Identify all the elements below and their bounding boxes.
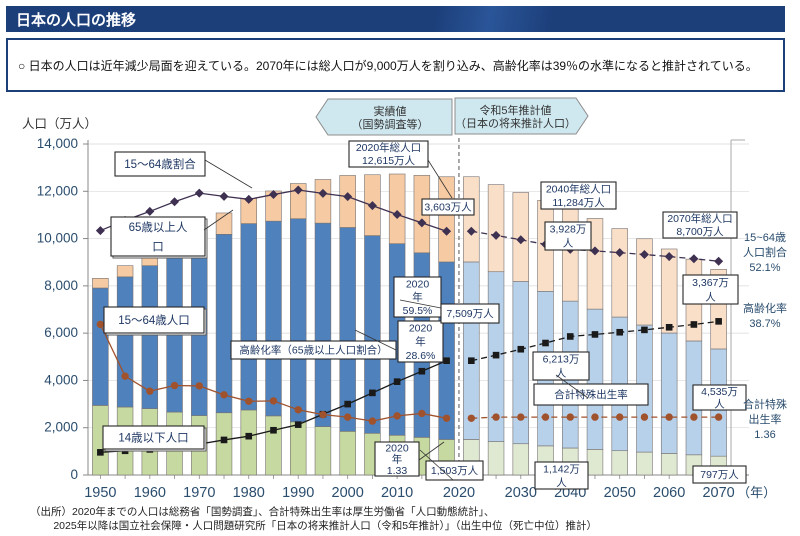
svg-text:2070: 2070 xyxy=(702,485,734,501)
svg-text:59.5%: 59.5% xyxy=(403,305,433,317)
svg-text:2070年総人口: 2070年総人口 xyxy=(667,212,732,225)
svg-text:6,213万: 6,213万 xyxy=(543,354,580,366)
svg-text:2020: 2020 xyxy=(443,485,475,501)
svg-text:（年）: （年） xyxy=(737,485,776,500)
svg-text:口: 口 xyxy=(152,241,164,253)
svg-text:人: 人 xyxy=(556,368,567,380)
svg-text:人: 人 xyxy=(705,291,716,303)
svg-text:38.7%: 38.7% xyxy=(749,318,780,330)
svg-text:高齢化率（65歳以上人口割合）: 高齢化率（65歳以上人口割合） xyxy=(239,344,387,357)
svg-text:出生率: 出生率 xyxy=(749,412,782,426)
svg-text:11,284万人: 11,284万人 xyxy=(552,197,605,209)
svg-text:2020年総人口: 2020年総人口 xyxy=(356,141,421,154)
svg-text:15~64歳: 15~64歳 xyxy=(744,231,786,244)
svg-text:2020: 2020 xyxy=(406,278,430,290)
svg-text:実績値: 実績値 xyxy=(374,104,407,118)
svg-text:12,615万人: 12,615万人 xyxy=(362,155,416,167)
svg-text:2060: 2060 xyxy=(653,485,685,501)
svg-text:1,142万: 1,142万 xyxy=(543,463,580,475)
svg-text:1.36: 1.36 xyxy=(754,429,775,441)
svg-text:合計特殊出生率: 合計特殊出生率 xyxy=(554,388,628,401)
svg-text:10,000: 10,000 xyxy=(37,231,78,246)
svg-text:2020: 2020 xyxy=(409,323,433,335)
svg-text:年: 年 xyxy=(392,453,403,466)
svg-text:高齢化率: 高齢化率 xyxy=(743,301,787,315)
svg-text:3,928万: 3,928万 xyxy=(550,224,587,236)
svg-text:人: 人 xyxy=(556,477,567,489)
svg-text:6,000: 6,000 xyxy=(44,325,78,340)
svg-text:2050: 2050 xyxy=(604,485,636,501)
svg-text:2020: 2020 xyxy=(385,442,409,454)
svg-text:65歳以上人: 65歳以上人 xyxy=(129,221,188,234)
svg-text:2,000: 2,000 xyxy=(44,420,78,435)
svg-text:3,603万人: 3,603万人 xyxy=(424,202,472,214)
svg-text:2000: 2000 xyxy=(332,485,364,501)
svg-text:0: 0 xyxy=(70,467,78,482)
svg-text:4,000: 4,000 xyxy=(44,372,78,387)
svg-text:合計特殊: 合計特殊 xyxy=(743,397,787,411)
svg-text:人口割合: 人口割合 xyxy=(743,245,787,259)
svg-text:3,367万: 3,367万 xyxy=(692,277,729,289)
svg-text:2040年総人口: 2040年総人口 xyxy=(546,182,611,195)
svg-text:14,000: 14,000 xyxy=(37,136,78,151)
svg-text:52.1%: 52.1% xyxy=(749,262,780,274)
svg-text:1990: 1990 xyxy=(282,485,314,501)
svg-text:（日本の将来推計人口）: （日本の将来推計人口） xyxy=(455,116,576,130)
svg-text:1980: 1980 xyxy=(233,485,265,501)
svg-text:15～64歳人口: 15～64歳人口 xyxy=(118,314,190,327)
svg-text:797万人: 797万人 xyxy=(700,469,739,481)
svg-text:2030: 2030 xyxy=(505,485,537,501)
svg-text:8,700万人: 8,700万人 xyxy=(676,226,724,238)
svg-text:2010: 2010 xyxy=(381,485,413,501)
svg-text:年: 年 xyxy=(415,335,426,348)
svg-text:1,503万人: 1,503万人 xyxy=(431,465,479,477)
svg-text:人口（万人）: 人口（万人） xyxy=(22,117,97,131)
svg-text:4,535万: 4,535万 xyxy=(701,386,738,398)
svg-text:年: 年 xyxy=(412,291,423,304)
svg-text:8,000: 8,000 xyxy=(44,278,78,293)
svg-text:人: 人 xyxy=(714,398,725,410)
svg-text:12,000: 12,000 xyxy=(37,183,78,198)
svg-text:1960: 1960 xyxy=(134,485,166,501)
svg-text:1950: 1950 xyxy=(84,485,116,501)
svg-text:15～64歳割合: 15～64歳割合 xyxy=(124,157,196,171)
svg-text:令和5年推計値: 令和5年推計値 xyxy=(479,103,551,117)
svg-text:14歳以下人口: 14歳以下人口 xyxy=(118,432,188,445)
svg-text:人: 人 xyxy=(563,238,574,250)
svg-text:（国勢調査等）: （国勢調査等） xyxy=(352,117,429,131)
svg-text:7,509万人: 7,509万人 xyxy=(446,308,494,320)
svg-text:28.6%: 28.6% xyxy=(406,350,436,362)
svg-text:1970: 1970 xyxy=(183,485,215,501)
svg-text:1.33: 1.33 xyxy=(387,465,408,477)
